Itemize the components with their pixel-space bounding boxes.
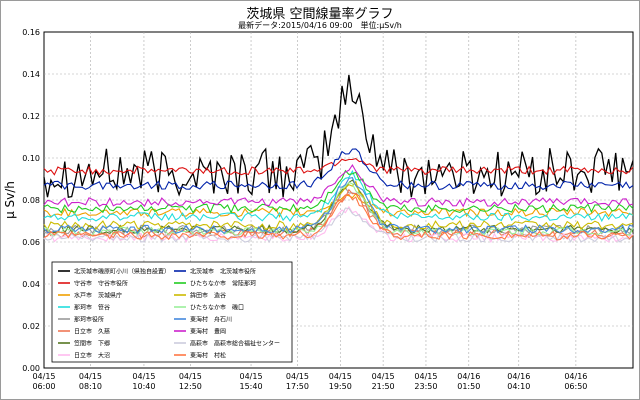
y-tick-label: 0.14	[22, 70, 40, 79]
x-tick-label: 04/15	[32, 372, 55, 381]
y-tick-label: 0.04	[22, 280, 40, 289]
x-tick-label: 04/16	[507, 372, 530, 381]
x-tick-label: 04/15	[286, 372, 309, 381]
legend-label: 東海村 舟石川	[190, 316, 232, 324]
legend-box	[51, 261, 293, 363]
legend-label: 日立市 久慈	[74, 328, 110, 336]
x-tick-label: 10:40	[132, 382, 155, 391]
series-line	[43, 176, 634, 235]
x-tick-label: 15:40	[240, 382, 263, 391]
series-line	[43, 181, 634, 237]
series-line	[43, 169, 634, 214]
y-tick-label: 0.08	[22, 196, 40, 205]
legend-label: ひたちなか市 磯口	[190, 304, 244, 312]
x-tick-label: 04/15	[372, 372, 395, 381]
x-tick-label: 04:10	[507, 382, 530, 391]
legend-label: 東海村 豊岡	[190, 328, 226, 336]
series-line	[43, 157, 634, 176]
x-tick-label: 04/16	[564, 372, 587, 381]
y-tick-label: 0.00	[22, 364, 40, 373]
series-line	[43, 192, 634, 218]
legend-label: 北茨城市 北茨城市役所	[190, 268, 256, 276]
x-tick-label: 04/15	[240, 372, 263, 381]
y-tick-label: 0.02	[22, 322, 40, 331]
y-tick-label: 0.06	[22, 238, 40, 247]
y-tick-label: 0.16	[22, 28, 40, 37]
series-line	[43, 207, 634, 243]
series-line	[43, 179, 634, 235]
x-tick-label: 06:00	[32, 382, 55, 391]
legend-label: 守谷市 守谷市役所	[74, 280, 128, 288]
y-tick-label: 0.12	[22, 112, 40, 121]
x-tick-label: 08:10	[79, 382, 102, 391]
x-tick-label: 23:50	[414, 382, 437, 391]
legend-label: 鉾田市 造谷	[190, 292, 226, 300]
series-line	[43, 163, 634, 208]
legend-label: ひたちなか市 常陸那珂	[190, 280, 256, 288]
legend-label: 高萩市 高萩市総合福祉センター	[190, 340, 280, 348]
legend-label: 北茨城市磯原町小川（県独自設置）	[74, 268, 170, 276]
legend-label: 那珂市 笹谷	[74, 304, 110, 312]
series-line	[43, 193, 634, 241]
legend-label: 笠間市 下郷	[74, 340, 110, 348]
x-tick-label: 04/15	[179, 372, 202, 381]
series-line	[43, 180, 634, 231]
x-tick-label: 19:50	[329, 382, 352, 391]
series-line	[43, 74, 634, 198]
x-tick-label: 04/15	[329, 372, 352, 381]
x-tick-label: 04/15	[132, 372, 155, 381]
y-tick-label: 0.10	[22, 154, 40, 163]
x-tick-label: 01:50	[457, 382, 480, 391]
y-axis-label: μ Sv/h	[3, 181, 17, 219]
x-tick-label: 12:50	[179, 382, 202, 391]
series-line	[43, 148, 634, 191]
chart-subtitle: 最新データ:2015/04/16 09:00 単位:μSv/h	[238, 21, 402, 30]
x-tick-label: 21:50	[372, 382, 395, 391]
x-tick-label: 06:50	[564, 382, 587, 391]
legend-label: 東海村 村松	[190, 352, 226, 360]
x-tick-label: 17:50	[286, 382, 309, 391]
legend-label: 那珂市役所	[74, 316, 104, 324]
x-tick-label: 04/15	[79, 372, 102, 381]
legend-label: 水戸市 茨城県庁	[74, 292, 122, 300]
chart-title: 茨城県 空間線量率グラフ	[246, 7, 394, 22]
x-tick-label: 04/16	[457, 372, 480, 381]
x-tick-label: 04/15	[414, 372, 437, 381]
legend-label: 日立市 大沼	[74, 352, 110, 360]
